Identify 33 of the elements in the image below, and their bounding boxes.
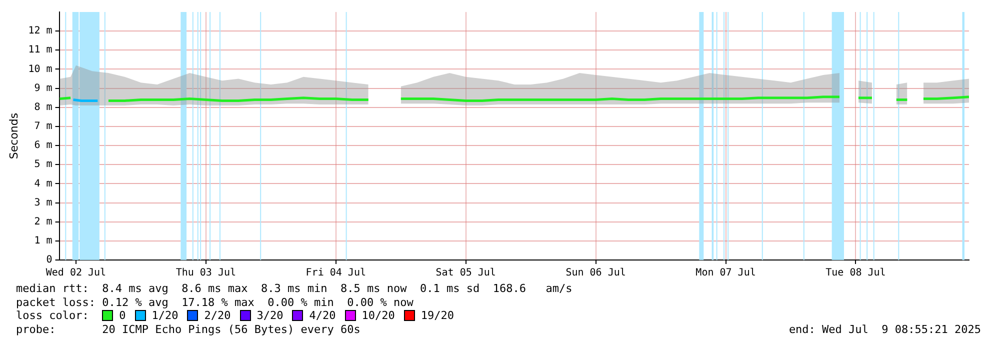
x-tick-label: Wed 02 Jul: [46, 268, 106, 279]
x-tick-label: Sun 06 Jul: [566, 268, 626, 279]
y-tick-label: 3 m: [34, 197, 52, 208]
x-tick-label: Fri 04 Jul: [306, 268, 366, 279]
y-tick-label: 0: [46, 254, 52, 266]
text: probe: 20 ICMP Echo Pings (56 Bytes) every 60s: [16, 322, 360, 336]
y-tick-label: 6 m: [34, 140, 52, 152]
y-tick-label: 12 m: [28, 26, 52, 37]
legend-label: 4/20: [309, 309, 336, 322]
text: packet loss: 0.12 % avg 17.18 % max 0.00 % min 0.00 % now: [16, 296, 414, 309]
x-tick-label: Thu 03 Jul: [176, 268, 236, 279]
legend-label: 10/20: [362, 309, 395, 322]
text: end: Wed Jul 9 08:55:21 2025: [788, 322, 981, 336]
x-tick-label: Sat 05 Jul: [436, 268, 496, 279]
legend-label: 19/20: [420, 309, 454, 322]
legend-label: 2/20: [204, 309, 231, 322]
y-tick-label: 8 m: [34, 102, 52, 113]
y-tick-label: 10 m: [28, 64, 52, 75]
y-tick-label: 9 m: [34, 82, 52, 94]
legend-label: 1/20: [152, 309, 178, 322]
x-tick-label: Mon 07 Jul: [696, 268, 756, 279]
y-tick-label: 5 m: [34, 159, 52, 170]
y-tick-label: 11 m: [28, 44, 52, 56]
legend-label: 3/20: [256, 309, 284, 322]
y-tick-label: 2 m: [34, 216, 52, 228]
y-tick-label: 1 m: [34, 236, 52, 247]
text: median rtt: 8.4 ms avg 8.6 ms max 8.3 ms min 8.5 ms now 0.1 ms sd 168.6 am/s: [16, 282, 574, 296]
y-tick-label: 7 m: [34, 121, 52, 132]
y-tick-label: 4 m: [34, 178, 52, 190]
legend-title: loss color:: [16, 309, 90, 322]
legend-label: 0: [119, 309, 126, 322]
x-tick-label: Tue 08 Jul: [826, 268, 886, 279]
y-axis-title: Seconds: [7, 112, 20, 160]
